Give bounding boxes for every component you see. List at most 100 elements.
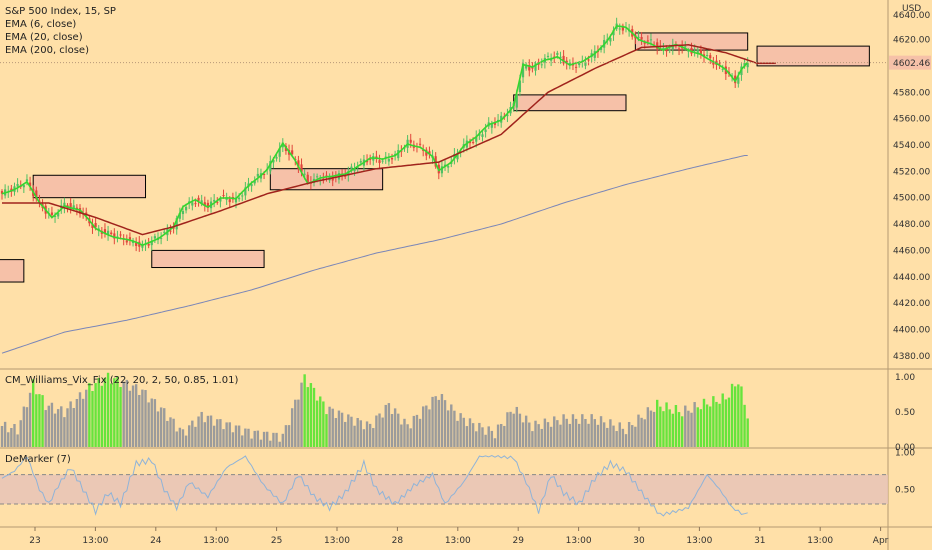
vix-fix-bar xyxy=(159,407,163,447)
candle-body xyxy=(147,243,150,246)
vix-fix-bar xyxy=(319,396,322,447)
vix-fix-bar xyxy=(668,409,671,447)
vix-fix-bar xyxy=(596,424,600,447)
legend-ema20[interactable]: EMA (20, close) xyxy=(5,32,83,43)
vix-fix-bar xyxy=(690,412,693,447)
candle-body xyxy=(297,160,300,169)
demarker-band xyxy=(0,474,888,504)
ema6-line[interactable] xyxy=(1,25,749,247)
candle-body xyxy=(671,44,674,49)
candle-body xyxy=(737,77,740,84)
vix-fix-bar xyxy=(618,422,621,447)
candle-body xyxy=(163,231,166,233)
vix-fix-bar xyxy=(662,411,665,447)
vix-fix-bar xyxy=(328,406,331,447)
candle-body xyxy=(531,67,534,69)
vix-fix-bar xyxy=(740,386,743,447)
axis-layer: 4380.00 4400.00 4420.00 4440.00 4460.00 4480.… xyxy=(29,36,930,546)
vix-fix-bar xyxy=(531,431,534,447)
vix-fix-bar xyxy=(200,411,203,447)
vix-fix-bar xyxy=(290,408,294,447)
vix-fix-bar xyxy=(543,418,547,447)
candle-body xyxy=(172,227,175,229)
vix-fix-bar xyxy=(696,407,699,447)
vix-fix-bar xyxy=(368,423,372,447)
candle-body xyxy=(718,63,721,65)
candle-body xyxy=(256,173,259,177)
candle-body xyxy=(562,55,565,64)
vix-fix-bar xyxy=(400,424,403,447)
price-tick-label: 4620.00 xyxy=(893,36,930,46)
price-tick-label: 4520.00 xyxy=(893,167,930,177)
candle-body xyxy=(534,63,537,71)
vix-fix-bar xyxy=(25,407,29,447)
candle-body xyxy=(434,156,437,167)
candle-body xyxy=(300,164,303,172)
vix-fix-bar xyxy=(262,431,266,447)
candle-body xyxy=(228,199,231,203)
candle-body xyxy=(169,230,172,232)
candle-body xyxy=(150,241,153,246)
supply-demand-zone[interactable] xyxy=(151,249,265,269)
vix-fix-bar xyxy=(16,434,19,447)
vix-fix-bar xyxy=(437,399,440,447)
vix-fix-bar xyxy=(721,393,724,447)
supply-demand-zone[interactable] xyxy=(0,259,25,283)
vix-fix-bar xyxy=(384,404,387,447)
vix-fix-bar xyxy=(468,418,472,447)
vix-fix-bar xyxy=(443,400,447,447)
candle-body xyxy=(587,59,590,61)
vix-fix-layer xyxy=(0,372,749,447)
vix-fix-bar xyxy=(412,415,416,447)
candle-body xyxy=(472,142,475,144)
time-tick-label: 13:00 xyxy=(686,536,712,546)
vix-fix-bar xyxy=(637,414,640,447)
vix-fix-bar xyxy=(153,399,157,447)
candle-body xyxy=(72,205,75,210)
demarker-line[interactable] xyxy=(1,455,748,517)
vix-fix-bar xyxy=(602,422,606,447)
supply-demand-zone[interactable] xyxy=(756,45,870,67)
ema20-line[interactable] xyxy=(2,44,776,236)
time-tick-label: 13:00 xyxy=(445,536,471,546)
candle-body xyxy=(387,159,390,162)
time-tick-label: 28 xyxy=(392,536,404,546)
candle-body xyxy=(269,161,272,172)
candle-body xyxy=(241,195,244,197)
demarker-tick-label: 0.50 xyxy=(895,485,915,495)
candle-body xyxy=(475,136,478,142)
vix-fix-bar xyxy=(590,414,593,447)
legend-ema6[interactable]: EMA (6, close) xyxy=(5,19,76,30)
ema200-line[interactable] xyxy=(1,155,748,354)
time-tick-label: Apr xyxy=(873,536,889,546)
vix-fix-bar xyxy=(100,385,104,447)
vix-fix-bar xyxy=(41,395,44,447)
vix-fix-bar xyxy=(627,421,631,447)
vix-fix-bar xyxy=(440,394,444,447)
candle-body xyxy=(359,161,362,163)
legend-ema200[interactable]: EMA (200, close) xyxy=(5,45,89,56)
candle-body xyxy=(350,166,353,170)
vix-fix-bar xyxy=(247,428,250,447)
supply-demand-zone[interactable] xyxy=(32,174,147,199)
vix-fix-bar xyxy=(212,425,216,447)
vix-fix-bar xyxy=(281,433,284,447)
vix-fix-bar xyxy=(609,419,612,447)
vix-fix-bar xyxy=(743,404,746,447)
candle-body xyxy=(184,206,188,211)
price-tick-label: 4480.00 xyxy=(893,220,930,230)
candle-body xyxy=(506,114,509,117)
candle-body xyxy=(238,197,241,200)
vix-fix-bar xyxy=(131,385,135,447)
candle-body xyxy=(316,176,319,178)
vix-fix-bar xyxy=(612,425,615,447)
legend-symbol[interactable]: S&P 500 Index, 15, SP xyxy=(5,6,116,17)
vix-fix-bar xyxy=(702,398,706,447)
legend-demarker[interactable]: DeMarker (7) xyxy=(5,454,71,465)
vix-fix-bar xyxy=(418,418,422,447)
legend-vix-fix[interactable]: CM_Williams_Vix_Fix (22, 20, 2, 50, 0.85… xyxy=(5,375,238,386)
candle-body xyxy=(568,62,571,66)
candle-body xyxy=(528,65,531,71)
